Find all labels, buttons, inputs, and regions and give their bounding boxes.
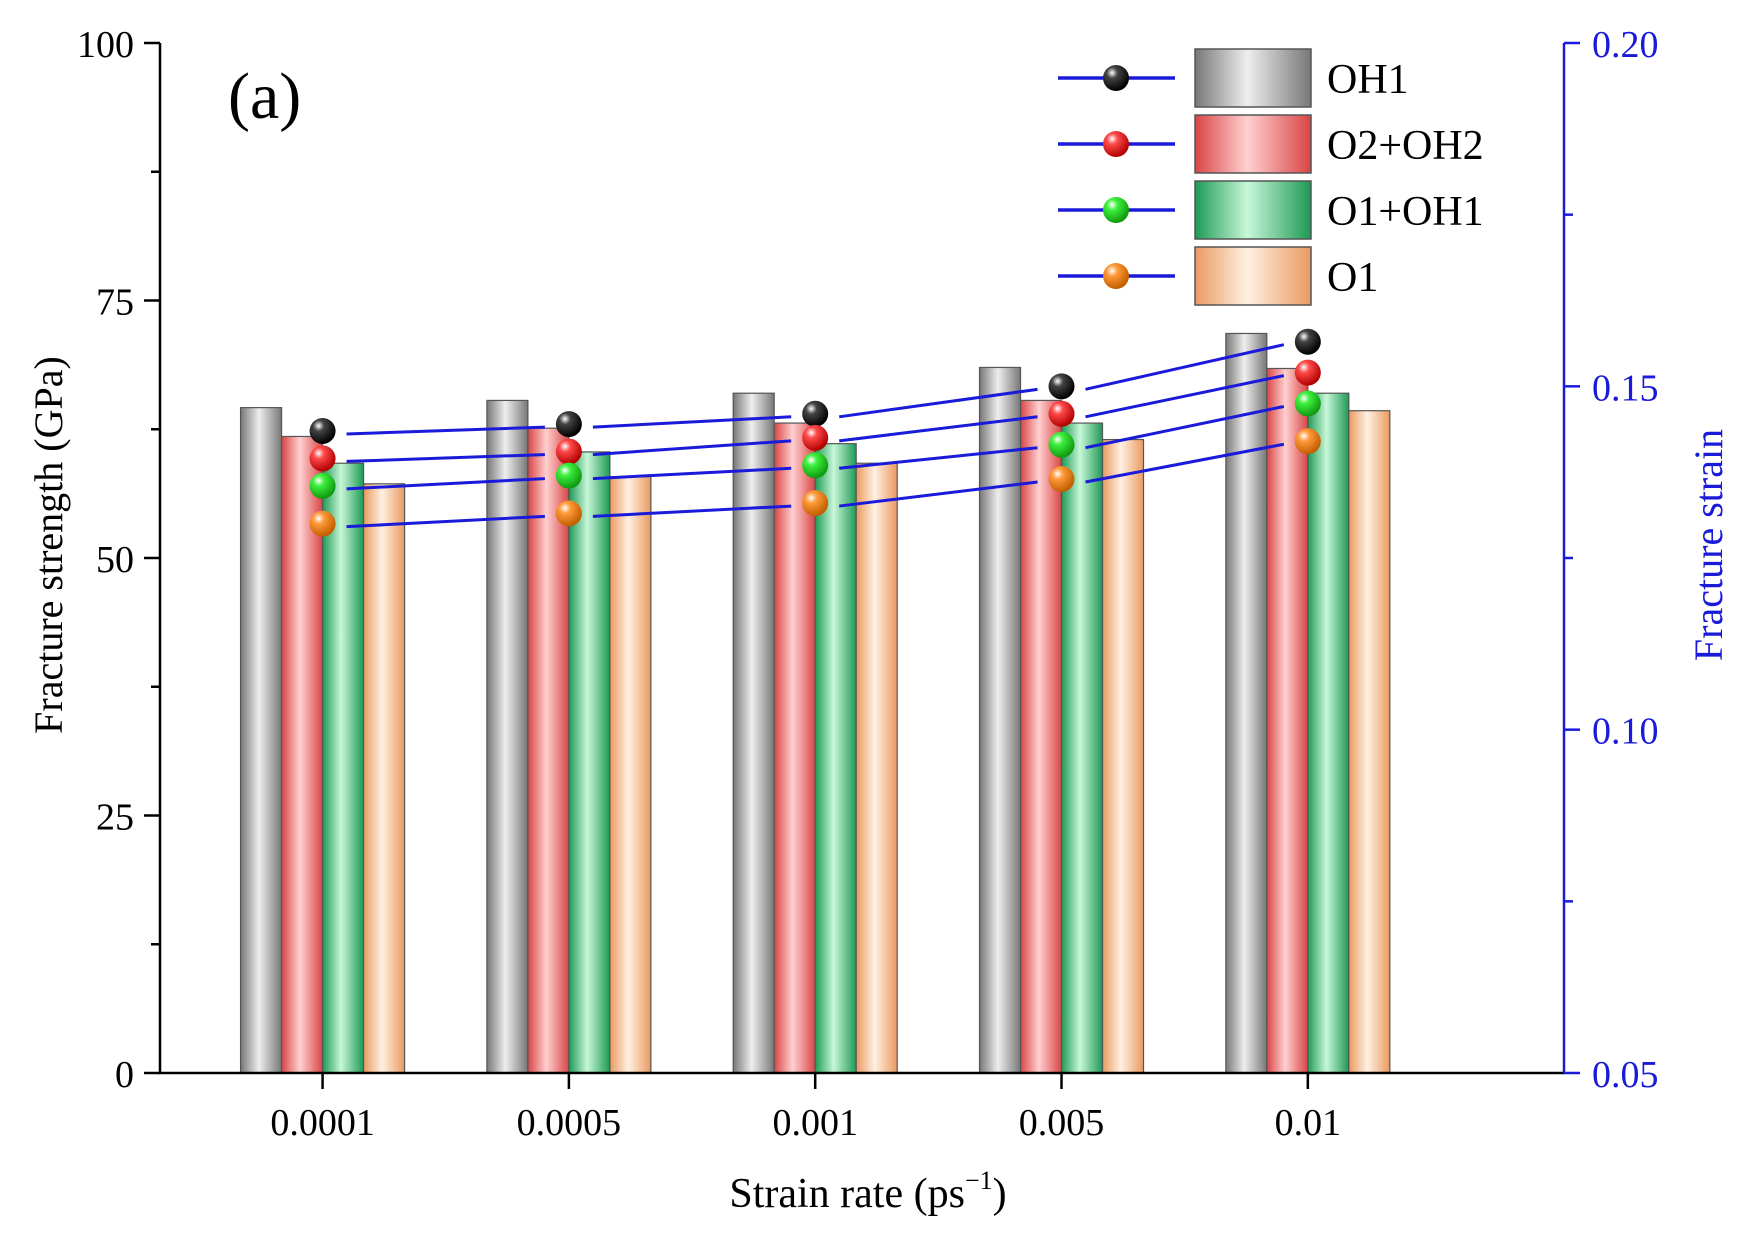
x-tick-label: 0.0005 [517,1102,622,1144]
bar-o2-oh2-3 [1019,399,1063,1074]
right-tick-label: 0.20 [1592,24,1659,66]
bar-oh1-2 [732,392,775,1074]
strain-marker-o1-oh1-4 [1294,390,1321,417]
strain-marker-o1-oh1-1 [555,462,582,489]
bar-oh1-4 [1225,332,1268,1074]
strain-marker-o2-oh2-4 [1294,359,1321,386]
strain-marker-o2-oh2-0 [309,445,336,472]
strain-line-oh1 [838,387,1038,419]
strain-line-o1-oh1 [346,477,545,491]
legend-marker [1103,197,1129,223]
bar-o1-1 [609,476,652,1074]
bar-o1-oh1-2 [814,443,857,1074]
strain-marker-o1-2 [802,490,829,517]
strain-line-o1-oh1 [1085,405,1285,450]
bar-oh1-3 [978,366,1022,1074]
left-tick-label: 25 [96,797,134,839]
strain-marker-o1-4 [1294,428,1321,455]
strain-line-oh1 [346,425,545,436]
strain-line-o1 [346,514,545,529]
y2-axis-title: Fracture strain [1686,429,1731,661]
bar-o1-0 [362,483,406,1074]
strain-marker-o2-oh2-2 [802,424,829,451]
bar-o1-oh1-3 [1060,422,1104,1074]
strain-marker-oh1-3 [1048,373,1075,400]
x-axis-title-exponent: −1 [965,1166,993,1195]
strain-line-o1-oh1 [592,466,792,481]
legend-swatch [1194,48,1312,108]
x-axis-title-close: ) [993,1171,1007,1217]
legend-marker [1103,263,1129,289]
strain-marker-o1-oh1-0 [309,472,336,499]
strain-marker-o1-oh1-2 [802,452,829,479]
strain-line-o1 [839,480,1038,508]
legend-marker [1103,65,1129,91]
strain-line-o2-oh2 [592,439,792,457]
legend-label: O2+OH2 [1327,123,1484,169]
bar-o1-oh1-1 [568,451,611,1074]
bar-o2-oh2-2 [773,422,816,1074]
bar-o1-3 [1101,438,1145,1074]
strain-marker-oh1-4 [1294,328,1321,355]
legend: OH1 O2+OH2 O1+OH1 O1 [1058,48,1484,306]
bar-o1-2 [855,462,898,1074]
legend-swatch [1194,114,1312,174]
strain-line-o1-oh1 [839,446,1038,470]
bar-o1-oh1-4 [1307,392,1350,1074]
bar-o1-4 [1348,410,1391,1074]
strain-line-o1 [1085,442,1285,484]
strain-line-o1 [592,504,792,518]
legend-marker [1103,131,1129,157]
strain-marker-o1-3 [1048,466,1075,493]
bars-layer [239,332,1391,1074]
strain-marker-oh1-2 [802,400,829,427]
right-ticks-layer: 0.05 0.10 0.15 0.20 [1564,24,1659,1096]
strain-marker-o1-oh1-3 [1048,431,1075,458]
legend-swatch [1194,246,1312,306]
left-tick-label: 100 [77,24,134,66]
left-tick-label: 50 [96,539,134,581]
x-axis-title-base: Strain rate (ps [729,1171,965,1217]
left-ticks-layer: 0 25 50 75 100 [77,24,160,1096]
legend-label: O1 [1327,255,1378,301]
strain-line-o2-oh2 [1085,374,1285,419]
right-tick-label: 0.10 [1592,711,1659,753]
legend-label: O1+OH1 [1327,189,1484,235]
strain-line-o2-oh2 [839,415,1038,443]
bar-o2-oh2-4 [1266,367,1309,1074]
panel-label: (a) [228,60,301,133]
strain-marker-o1-0 [309,510,336,537]
y-axis-title: Fracture strength (GPa) [26,356,71,734]
x-tick-label: 0.005 [1019,1102,1105,1144]
x-ticks-layer: 0.0001 0.0005 0.001 0.005 0.01 [270,1073,1341,1144]
x-tick-label: 0.01 [1275,1102,1342,1144]
bar-oh1-1 [486,399,529,1074]
strain-marker-o2-oh2-3 [1048,400,1075,427]
right-tick-label: 0.05 [1592,1054,1659,1096]
strain-markers-layer [309,328,1321,537]
strain-line-oh1 [592,415,792,429]
legend-label: OH1 [1327,57,1409,103]
strain-marker-oh1-0 [309,417,336,444]
right-tick-label: 0.15 [1592,367,1659,409]
bar-oh1-0 [239,407,283,1074]
bar-o2-oh2-0 [280,435,324,1074]
legend-swatch [1194,180,1312,240]
x-tick-label: 0.001 [772,1102,858,1144]
strain-line-o2-oh2 [346,453,545,463]
strain-line-oh1 [1085,343,1285,391]
left-tick-label: 75 [96,282,134,324]
x-axis-title: Strain rate (ps−1) [729,1166,1006,1217]
bar-o1-oh1-0 [321,462,365,1074]
strain-marker-oh1-1 [555,411,582,438]
bar-o2-oh2-1 [527,427,570,1074]
strain-lines-layer [346,343,1285,529]
left-tick-label: 0 [115,1054,134,1096]
strain-marker-o2-oh2-1 [555,438,582,465]
x-tick-label: 0.0001 [270,1102,375,1144]
strain-marker-o1-1 [555,500,582,527]
